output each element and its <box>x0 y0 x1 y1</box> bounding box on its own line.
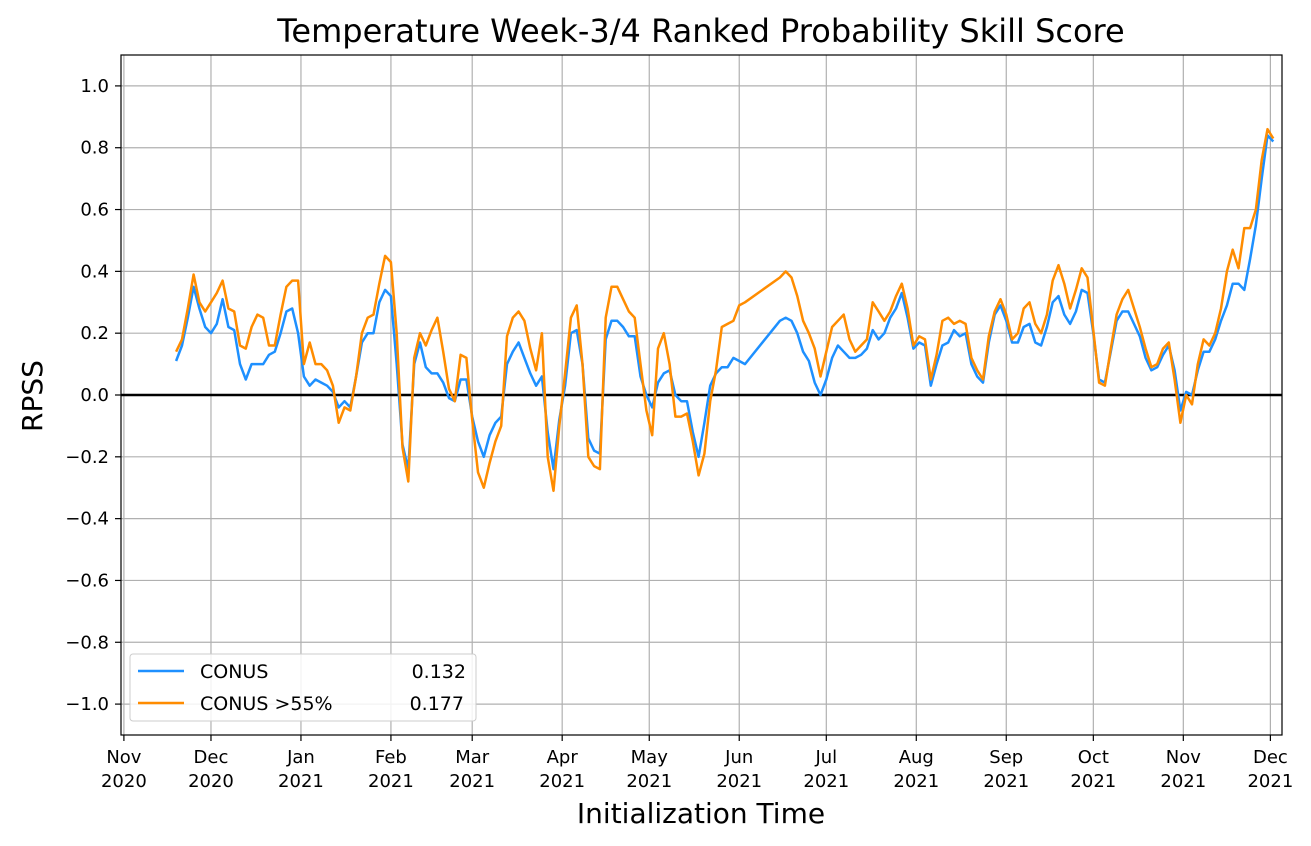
legend-box <box>129 653 477 722</box>
y-tick-label: 1.0 <box>80 76 109 97</box>
y-tick-label: −0.2 <box>65 447 109 468</box>
x-tick-label-year: 2021 <box>716 771 762 792</box>
x-tick-label-month: May <box>631 747 669 768</box>
series-layer <box>174 127 1275 493</box>
y-tick-label: −0.8 <box>65 632 109 653</box>
x-tick-label-month: Feb <box>375 747 407 768</box>
x-tick-label-year: 2021 <box>626 771 672 792</box>
x-tick-label-month: Nov <box>106 747 141 768</box>
x-tick-label-month: Apr <box>547 747 579 768</box>
x-tick-label-year: 2021 <box>1247 771 1293 792</box>
legend: CONUS 0.132 CONUS >55% 0.177 <box>129 653 477 722</box>
legend-label-conus: CONUS <box>200 661 268 683</box>
x-axis: Nov 2020 Dec 2020 Jan 2021 Feb 2021 Mar 2021 Apr 20… <box>101 735 1293 792</box>
y-tick-label: 0.4 <box>80 261 109 282</box>
y-tick-label: −0.6 <box>65 570 109 591</box>
x-tick-label-month: Dec <box>1253 747 1288 768</box>
x-tick-label-month: Dec <box>194 747 229 768</box>
x-tick-label-year: 2021 <box>1160 771 1206 792</box>
x-tick-label-month: Jun <box>724 747 753 768</box>
y-tick-label: 0.2 <box>80 323 109 344</box>
x-tick-label-year: 2021 <box>539 771 585 792</box>
x-tick-label-month: Oct <box>1078 747 1109 768</box>
x-tick-label-year: 2021 <box>803 771 849 792</box>
x-tick-label-year: 2021 <box>449 771 495 792</box>
x-tick-label-year: 2020 <box>188 771 234 792</box>
x-tick-label-month: Nov <box>1166 747 1201 768</box>
series-line-conus-55 <box>174 127 1275 493</box>
y-tick-label: −1.0 <box>65 694 109 715</box>
x-tick-label-month: Mar <box>455 747 490 768</box>
legend-value-conus-55: 0.177 <box>410 693 464 715</box>
y-tick-label: 0.8 <box>80 138 109 159</box>
x-axis-title: Initialization Time <box>577 797 825 830</box>
x-tick-label-year: 2021 <box>278 771 324 792</box>
x-tick-label-month: Jan <box>286 747 315 768</box>
x-tick-label-month: Aug <box>899 747 934 768</box>
legend-value-conus: 0.132 <box>412 661 466 683</box>
x-tick-label-year: 2021 <box>1070 771 1116 792</box>
y-axis: −1.0 −0.8 −0.6 −0.4 −0.2 0.0 0.2 0.4 0.6 0.8 1.0 <box>65 76 121 715</box>
legend-label-conus-55: CONUS >55% <box>200 693 333 715</box>
x-tick-label-year: 2021 <box>368 771 414 792</box>
x-tick-label-year: 2020 <box>101 771 147 792</box>
y-axis-title: RPSS <box>16 360 49 432</box>
y-tick-label: 0.0 <box>80 385 109 406</box>
x-tick-label-month: Jul <box>814 747 837 768</box>
x-tick-label-year: 2021 <box>893 771 939 792</box>
x-tick-label-year: 2021 <box>983 771 1029 792</box>
y-tick-label: −0.4 <box>65 509 109 530</box>
chart-title: Temperature Week-3/4 Ranked Probability … <box>276 12 1124 50</box>
x-tick-label-month: Sep <box>989 747 1023 768</box>
y-tick-label: 0.6 <box>80 200 109 221</box>
